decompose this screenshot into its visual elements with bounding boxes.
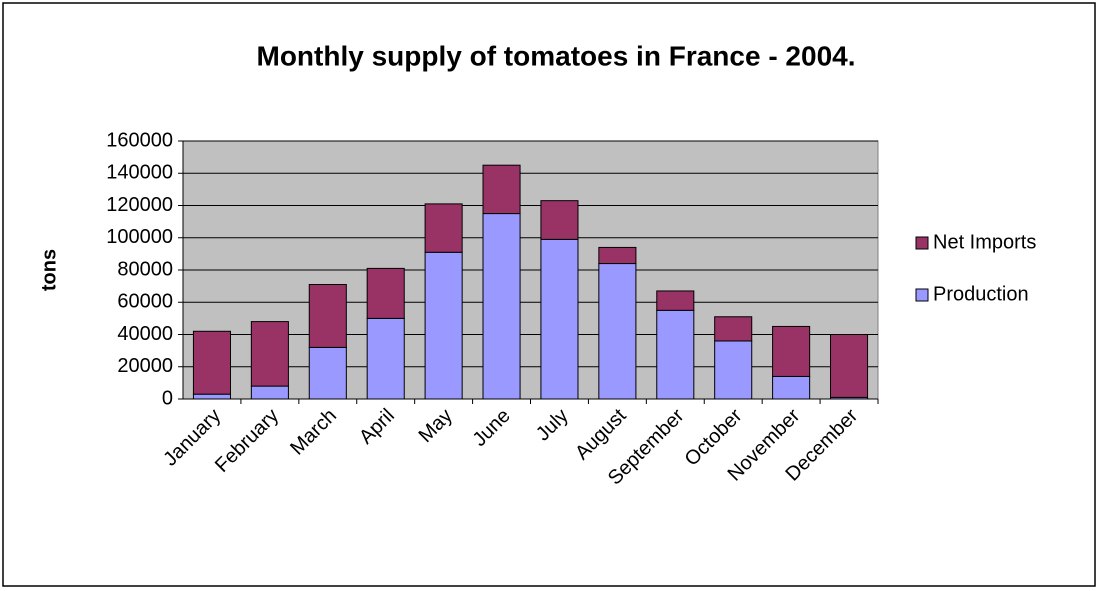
y-tick-label: 140000 (106, 162, 173, 184)
y-tick-label: 20000 (117, 355, 173, 377)
bar-segment (308, 346, 347, 400)
bar-segment (598, 246, 637, 265)
y-tick-label: 60000 (117, 291, 173, 313)
legend-label: Production (933, 283, 1029, 305)
bar-segment (540, 200, 579, 240)
bar-segment (714, 340, 753, 400)
bar-segment (772, 375, 811, 400)
bar-segment (192, 330, 231, 395)
legend-swatch (915, 236, 929, 250)
bar-segment (540, 238, 579, 400)
chart-title: Monthly supply of tomatoes in France - 2… (257, 40, 856, 71)
bar-segment (482, 213, 521, 400)
y-tick-label: 80000 (117, 258, 173, 280)
y-tick-label: 100000 (106, 226, 173, 248)
bar-segment (772, 325, 811, 377)
bar-segment (250, 385, 289, 400)
bar-segment (308, 284, 347, 348)
bar-segment (424, 251, 463, 400)
y-tick-label: 160000 (106, 129, 173, 151)
bar-segment (830, 334, 869, 398)
y-tick-label: 120000 (106, 194, 173, 216)
bar-segment (250, 321, 289, 387)
y-tick-label: 40000 (117, 323, 173, 345)
legend-swatch (915, 288, 929, 302)
bar-segment (192, 393, 231, 400)
bar-segment (598, 263, 637, 400)
y-tick-label: 0 (162, 387, 173, 409)
bar-segment (656, 290, 695, 311)
bar-segment (366, 317, 405, 400)
bar-segment (424, 203, 463, 253)
bar-segment (366, 267, 405, 319)
bar-segment (714, 316, 753, 342)
y-axis-title: tons (38, 249, 60, 291)
bar-segment (656, 309, 695, 400)
legend-label: Net Imports (933, 231, 1036, 253)
bar-segment (482, 164, 521, 215)
